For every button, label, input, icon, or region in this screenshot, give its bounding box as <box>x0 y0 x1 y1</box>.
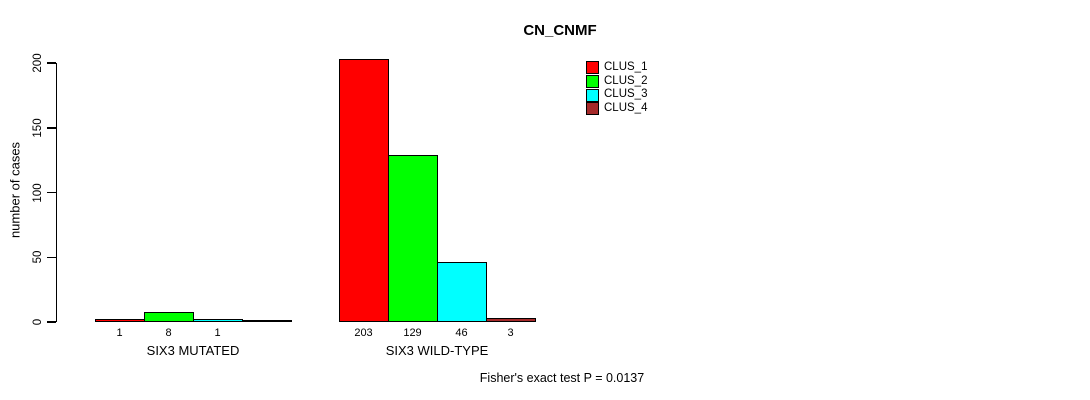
group-label: SIX3 WILD-TYPE <box>385 343 489 358</box>
legend: CLUS_1 CLUS_2 CLUS_3 CLUS_4 <box>586 61 647 116</box>
group-label: SIX3 MUTATED <box>146 343 240 358</box>
bar <box>242 320 292 322</box>
y-tick-mark <box>46 321 56 323</box>
y-tick-label: 200 <box>32 53 44 73</box>
legend-swatch <box>586 75 599 89</box>
legend-item: CLUS_1 <box>586 61 647 75</box>
fisher-test-annotation: Fisher's exact test P = 0.0137 <box>479 371 645 385</box>
legend-label: CLUS_1 <box>604 61 648 74</box>
bar <box>193 319 243 322</box>
bar <box>144 312 194 322</box>
legend-item: CLUS_4 <box>586 102 647 116</box>
legend-item: CLUS_2 <box>586 75 647 89</box>
bar-value-label: 1 <box>214 327 221 339</box>
bar <box>95 319 145 322</box>
legend-label: CLUS_4 <box>604 102 648 115</box>
y-tick-mark <box>46 62 56 64</box>
y-tick-label: 0 <box>32 318 44 326</box>
bar-value-label: 203 <box>354 327 373 339</box>
bar <box>339 59 389 322</box>
bar-value-label: 3 <box>507 327 514 339</box>
y-tick-mark <box>46 127 56 129</box>
bar-value-label: 46 <box>455 327 468 339</box>
legend-label: CLUS_2 <box>604 74 648 87</box>
y-tick-mark <box>46 191 56 194</box>
y-tick-label: 50 <box>32 250 44 264</box>
legend-swatch <box>586 88 599 102</box>
y-tick-label: 150 <box>32 118 44 138</box>
bar-value-label: 129 <box>403 327 422 339</box>
bar-value-label: 8 <box>165 327 172 339</box>
y-axis-title: number of cases <box>7 141 23 239</box>
bar <box>486 318 536 322</box>
legend-label: CLUS_3 <box>604 88 648 101</box>
legend-item: CLUS_3 <box>586 88 647 102</box>
y-tick-mark <box>46 256 56 259</box>
bar <box>388 155 438 322</box>
chart-title: CN_CNMF <box>523 22 597 39</box>
legend-swatch <box>586 61 599 75</box>
bar <box>437 262 487 322</box>
y-axis-line <box>55 63 57 322</box>
y-tick-label: 100 <box>32 182 44 203</box>
bar-value-label: 1 <box>116 327 123 339</box>
legend-swatch <box>586 102 599 116</box>
